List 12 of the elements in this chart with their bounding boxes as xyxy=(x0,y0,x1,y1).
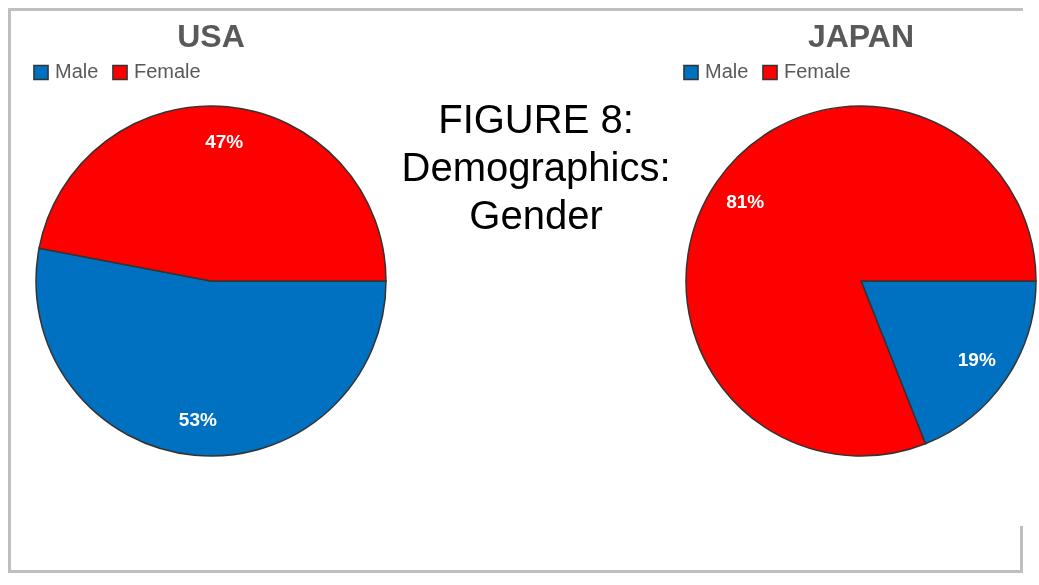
chart-title: USA xyxy=(177,18,245,54)
legend-label: Female xyxy=(784,60,851,83)
data-label: 81% xyxy=(726,191,765,213)
chart-title: JAPAN xyxy=(807,18,915,54)
legend-label: Male xyxy=(55,60,99,83)
legend-label: Male xyxy=(705,60,749,83)
data-label: 53% xyxy=(178,409,217,431)
data-label: 47% xyxy=(205,130,244,152)
data-label: 19% xyxy=(957,348,996,370)
pie-slice xyxy=(685,105,1037,457)
text: FIGURE 8: Demographics: Gender xyxy=(401,97,671,237)
legend-label: Female xyxy=(134,60,201,83)
